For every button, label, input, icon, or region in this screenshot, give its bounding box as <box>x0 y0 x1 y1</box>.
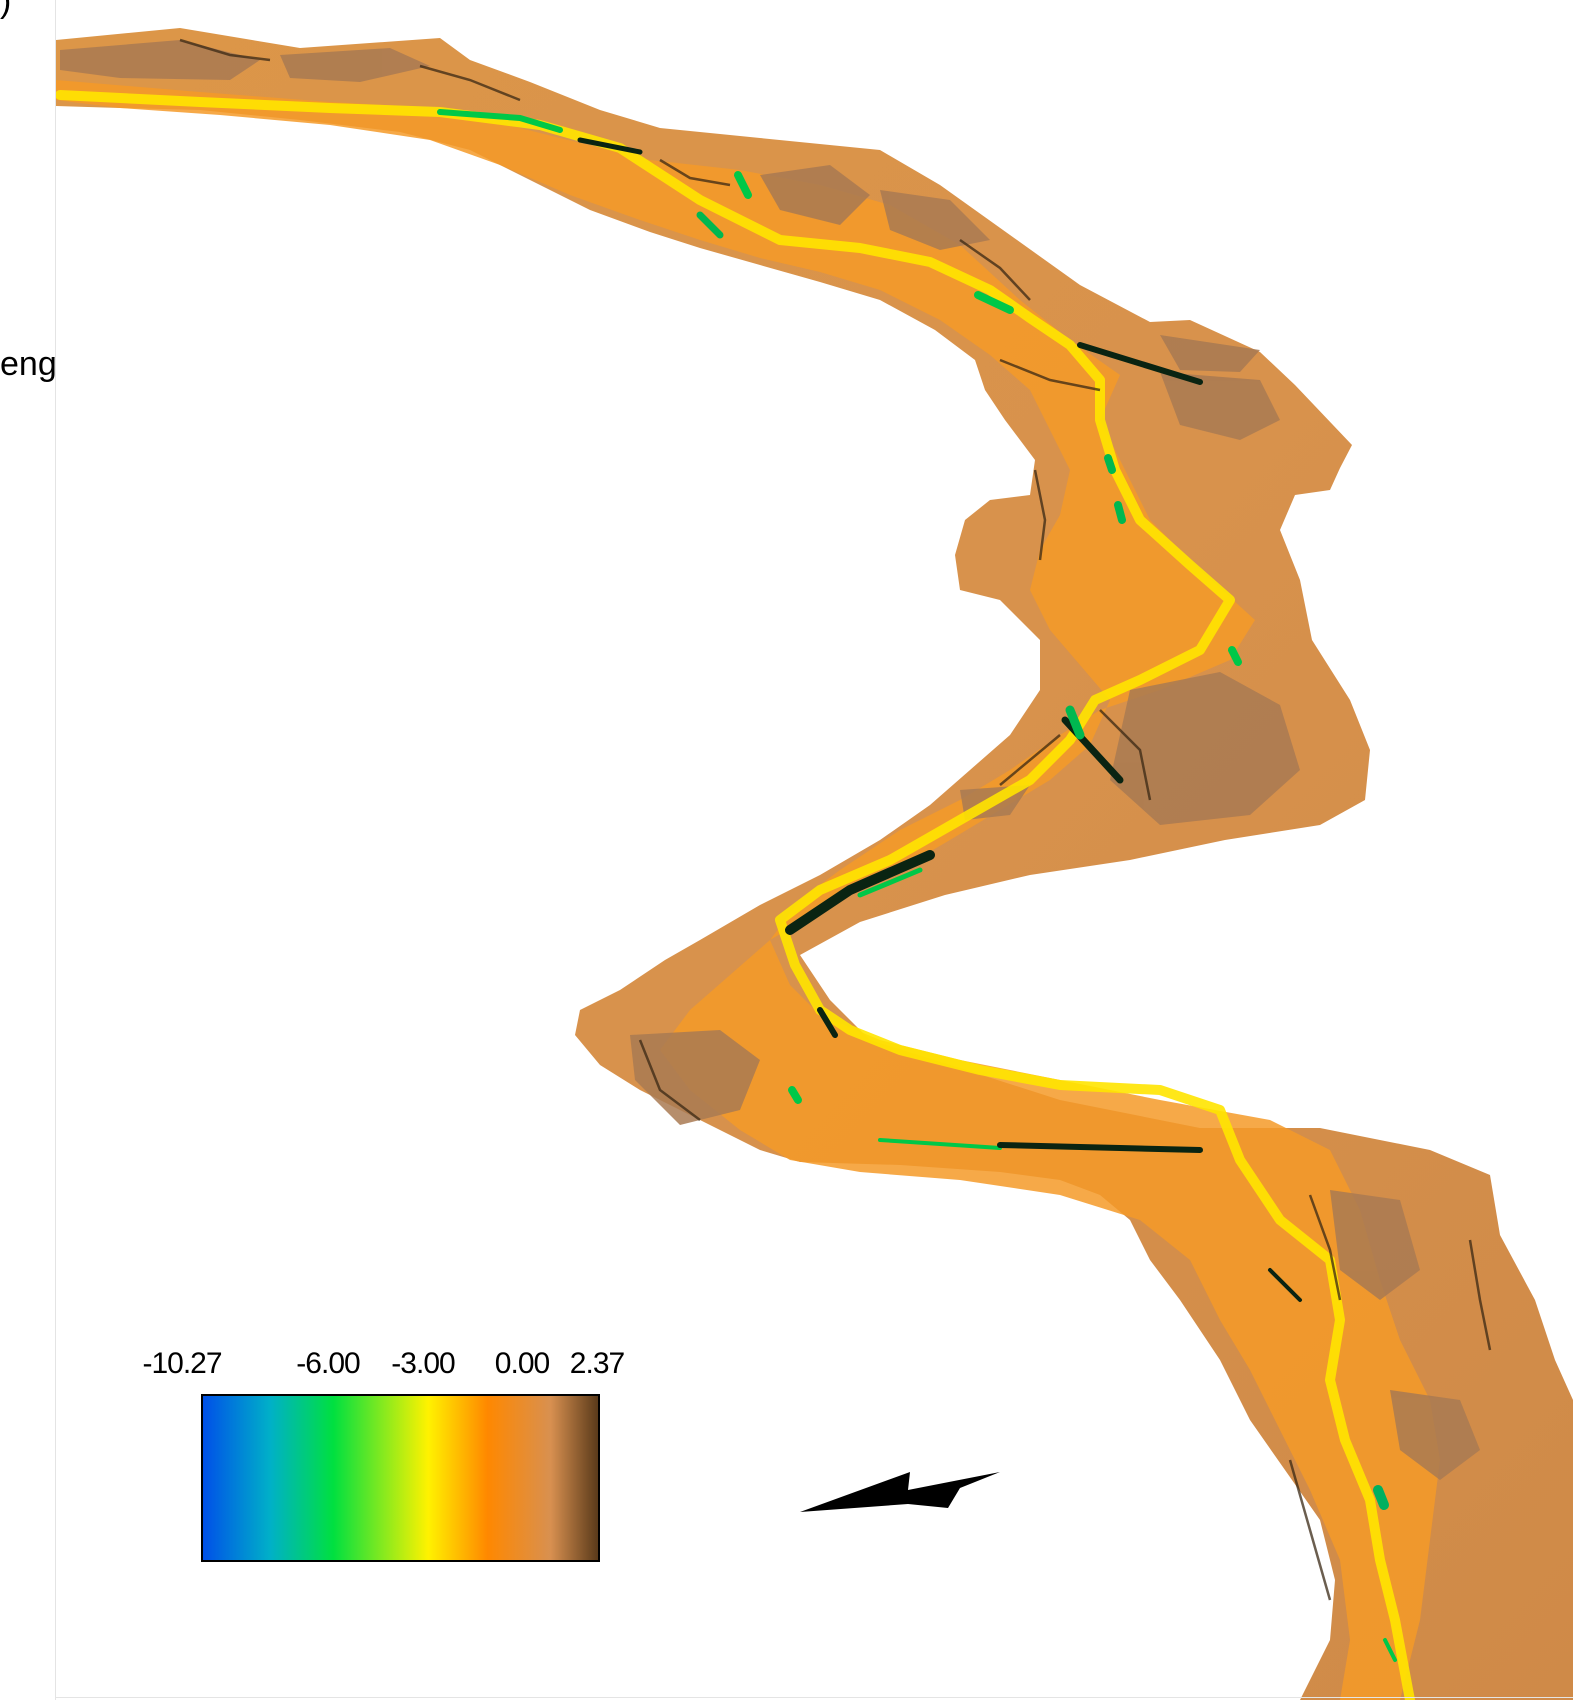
legend-tick-2: -3.00 <box>391 1347 455 1380</box>
legend-tick-3: 0.00 <box>494 1347 550 1380</box>
thalweg-shallow <box>55 90 1415 1700</box>
legend-tick-1: -6.00 <box>296 1347 360 1380</box>
plot-frame-bottom <box>55 1697 1573 1698</box>
north-arrow-icon <box>800 1472 1000 1512</box>
deep-pools <box>437 109 1397 1662</box>
legend-colorbar <box>201 1394 600 1562</box>
clipped-label-left: eng <box>0 345 57 383</box>
legend-tick-0: -10.27 <box>142 1347 222 1380</box>
sand-bars <box>60 40 1480 1480</box>
legend-tick-4: 2.37 <box>569 1347 625 1380</box>
bank-edges <box>179 38 1492 1601</box>
river-channel <box>56 80 1440 1700</box>
plot-frame-left <box>55 0 56 1700</box>
clipped-label-top: ) <box>0 0 12 20</box>
river-floodplain <box>56 28 1573 1700</box>
